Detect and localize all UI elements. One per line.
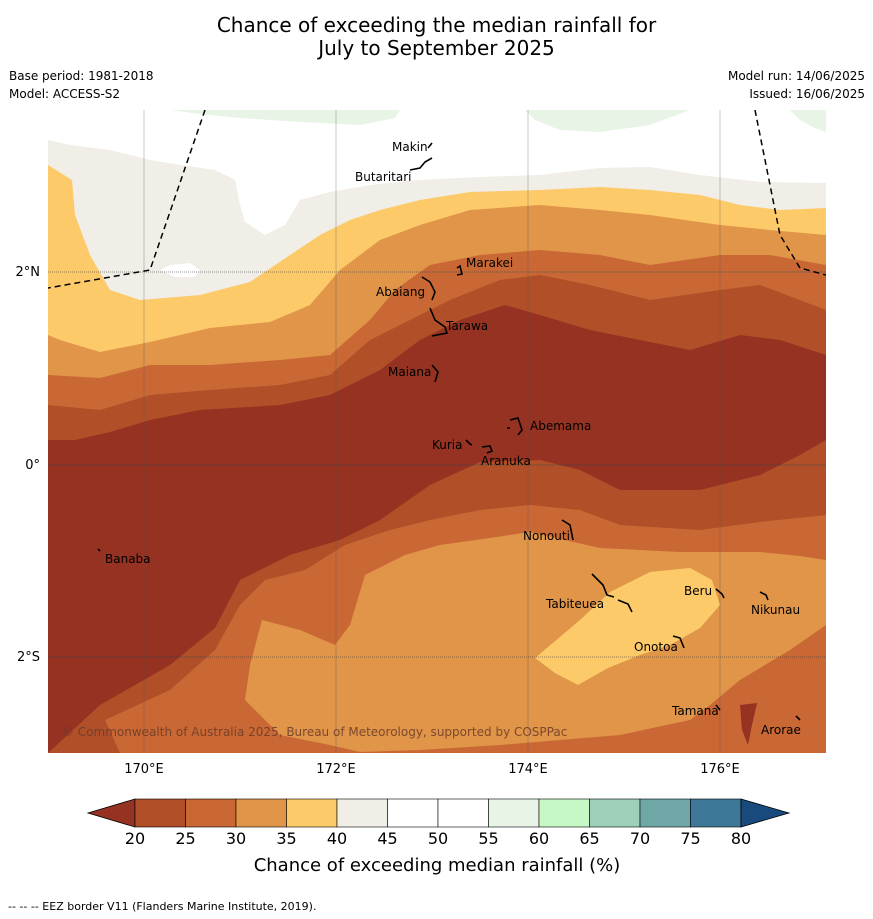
label-tarawa: Tarawa <box>445 319 488 333</box>
lon-label-176e: 176°E <box>700 762 740 777</box>
label-abemama: Abemama <box>530 419 591 433</box>
colorbar-bin-25-30 <box>185 798 237 828</box>
island-maiana <box>431 364 439 383</box>
label-abaiang: Abaiang <box>376 285 425 299</box>
colorbar-tick-80: 80 <box>731 829 751 848</box>
lon-label-172e: 172°E <box>316 762 356 777</box>
band-50-55-islet <box>160 263 200 277</box>
copyright-text: © Commonwealth of Australia 2025, Bureau… <box>62 725 567 739</box>
island-nonouti <box>561 519 574 541</box>
colorbar-tick-70: 70 <box>630 829 650 848</box>
colorbar-bin-65-70 <box>589 798 641 828</box>
colorbar-bin-20-25 <box>134 798 186 828</box>
lat-label-0: 0° <box>25 458 40 473</box>
label-butaritari: Butaritari <box>355 170 412 184</box>
band-55-60-north-east <box>525 110 690 132</box>
island-abaiang <box>421 276 436 301</box>
island-tabiteuea <box>591 573 633 613</box>
parallels <box>48 271 826 658</box>
island-tamana <box>715 704 721 711</box>
model-text: Model: ACCESS-S2 <box>9 87 121 101</box>
colorbar-tick-75: 75 <box>680 829 700 848</box>
label-tabiteuea: Tabiteuea <box>545 597 604 611</box>
colorbar-tick-40: 40 <box>327 829 347 848</box>
colorbar-tick-35: 35 <box>276 829 296 848</box>
colorbar-tick-55: 55 <box>478 829 498 848</box>
island-abemama <box>507 417 523 436</box>
eez-border-east <box>754 110 826 276</box>
colorbar-bin-45-50 <box>387 798 439 828</box>
issued-text: Issued: 16/06/2025 <box>749 87 865 101</box>
band-50-55-north <box>48 110 826 235</box>
label-maiana: Maiana <box>388 365 431 379</box>
lon-label-170e: 170°E <box>124 762 164 777</box>
island-tarawa <box>429 307 449 337</box>
island-onotoa <box>672 635 685 649</box>
colorbar-tick-50: 50 <box>428 829 448 848</box>
colorbar-bin-70-75 <box>639 798 691 828</box>
eez-border <box>48 110 826 289</box>
colorbar-extend-low <box>86 798 136 828</box>
colorbar: 20 25 30 35 40 45 50 55 60 65 70 75 80 <box>86 798 791 848</box>
colorbar-tick-65: 65 <box>579 829 599 848</box>
label-makin: Makin <box>392 140 428 154</box>
colorbar-label: Chance of exceeding median rainfall (%) <box>254 855 621 876</box>
colorbar-extend-high <box>740 798 791 828</box>
colorbar-bin-55-60 <box>488 798 540 828</box>
colorbar-bin-60-65 <box>538 798 590 828</box>
map-title-line-2: July to September 2025 <box>318 36 555 60</box>
colorbar-tick-45: 45 <box>377 829 397 848</box>
label-nonouti: Nonouti <box>523 529 570 543</box>
island-marakei <box>456 264 463 276</box>
island-aranuka <box>481 445 494 454</box>
label-aranuka: Aranuka <box>481 454 531 468</box>
band-40-45-south <box>535 568 720 685</box>
label-banaba: Banaba <box>105 552 151 566</box>
label-marakei: Marakei <box>466 256 513 270</box>
label-nikunau: Nikunau <box>751 603 800 617</box>
colorbar-tick-30: 30 <box>226 829 246 848</box>
label-arorae: Arorae <box>761 723 801 737</box>
graticule <box>143 110 721 753</box>
label-beru: Beru <box>684 584 712 598</box>
label-onotoa: Onotoa <box>634 640 678 654</box>
eez-footnote: -- -- -- EEZ border V11 (Flanders Marine… <box>8 900 317 913</box>
map-fill-layers <box>48 110 826 753</box>
island-nikunau <box>759 591 769 601</box>
lat-label-2n: 2°N <box>16 265 41 280</box>
band-55-60-north-west <box>170 110 400 125</box>
lon-label-174e: 174°E <box>508 762 548 777</box>
island-arorae <box>795 715 801 721</box>
colorbar-tick-25: 25 <box>175 829 195 848</box>
place-labels: Makin Butaritari Marakei Abaiang Tarawa … <box>105 140 801 737</box>
island-butaritari <box>409 157 433 171</box>
colorbar-tick-20: 20 <box>125 829 145 848</box>
island-makin <box>427 142 433 149</box>
island-beru <box>715 588 725 599</box>
colorbar-bin-50-55 <box>437 798 489 828</box>
colorbar-bin-30-35 <box>235 798 287 828</box>
band-55-60-north-corner <box>790 110 826 132</box>
islands <box>97 142 801 721</box>
model-run-text: Model run: 14/06/2025 <box>727 69 865 83</box>
island-banaba <box>97 548 101 552</box>
axis-labels: 170°E 172°E 174°E 176°E 2°N 0° 2°S <box>16 265 740 777</box>
band-20-25-south-pocket <box>740 703 757 745</box>
label-tamana: Tamana <box>671 704 719 718</box>
colorbar-bin-40-45 <box>336 798 388 828</box>
lat-label-2s: 2°S <box>17 650 40 665</box>
base-period-text: Base period: 1981-2018 <box>9 69 154 83</box>
map-title-line-1: Chance of exceeding the median rainfall … <box>216 13 657 37</box>
colorbar-bin-75-80 <box>690 798 742 828</box>
label-kuria: Kuria <box>432 438 463 452</box>
colorbar-tick-60: 60 <box>529 829 549 848</box>
island-kuria <box>465 439 473 446</box>
colorbar-bin-35-40 <box>286 798 338 828</box>
